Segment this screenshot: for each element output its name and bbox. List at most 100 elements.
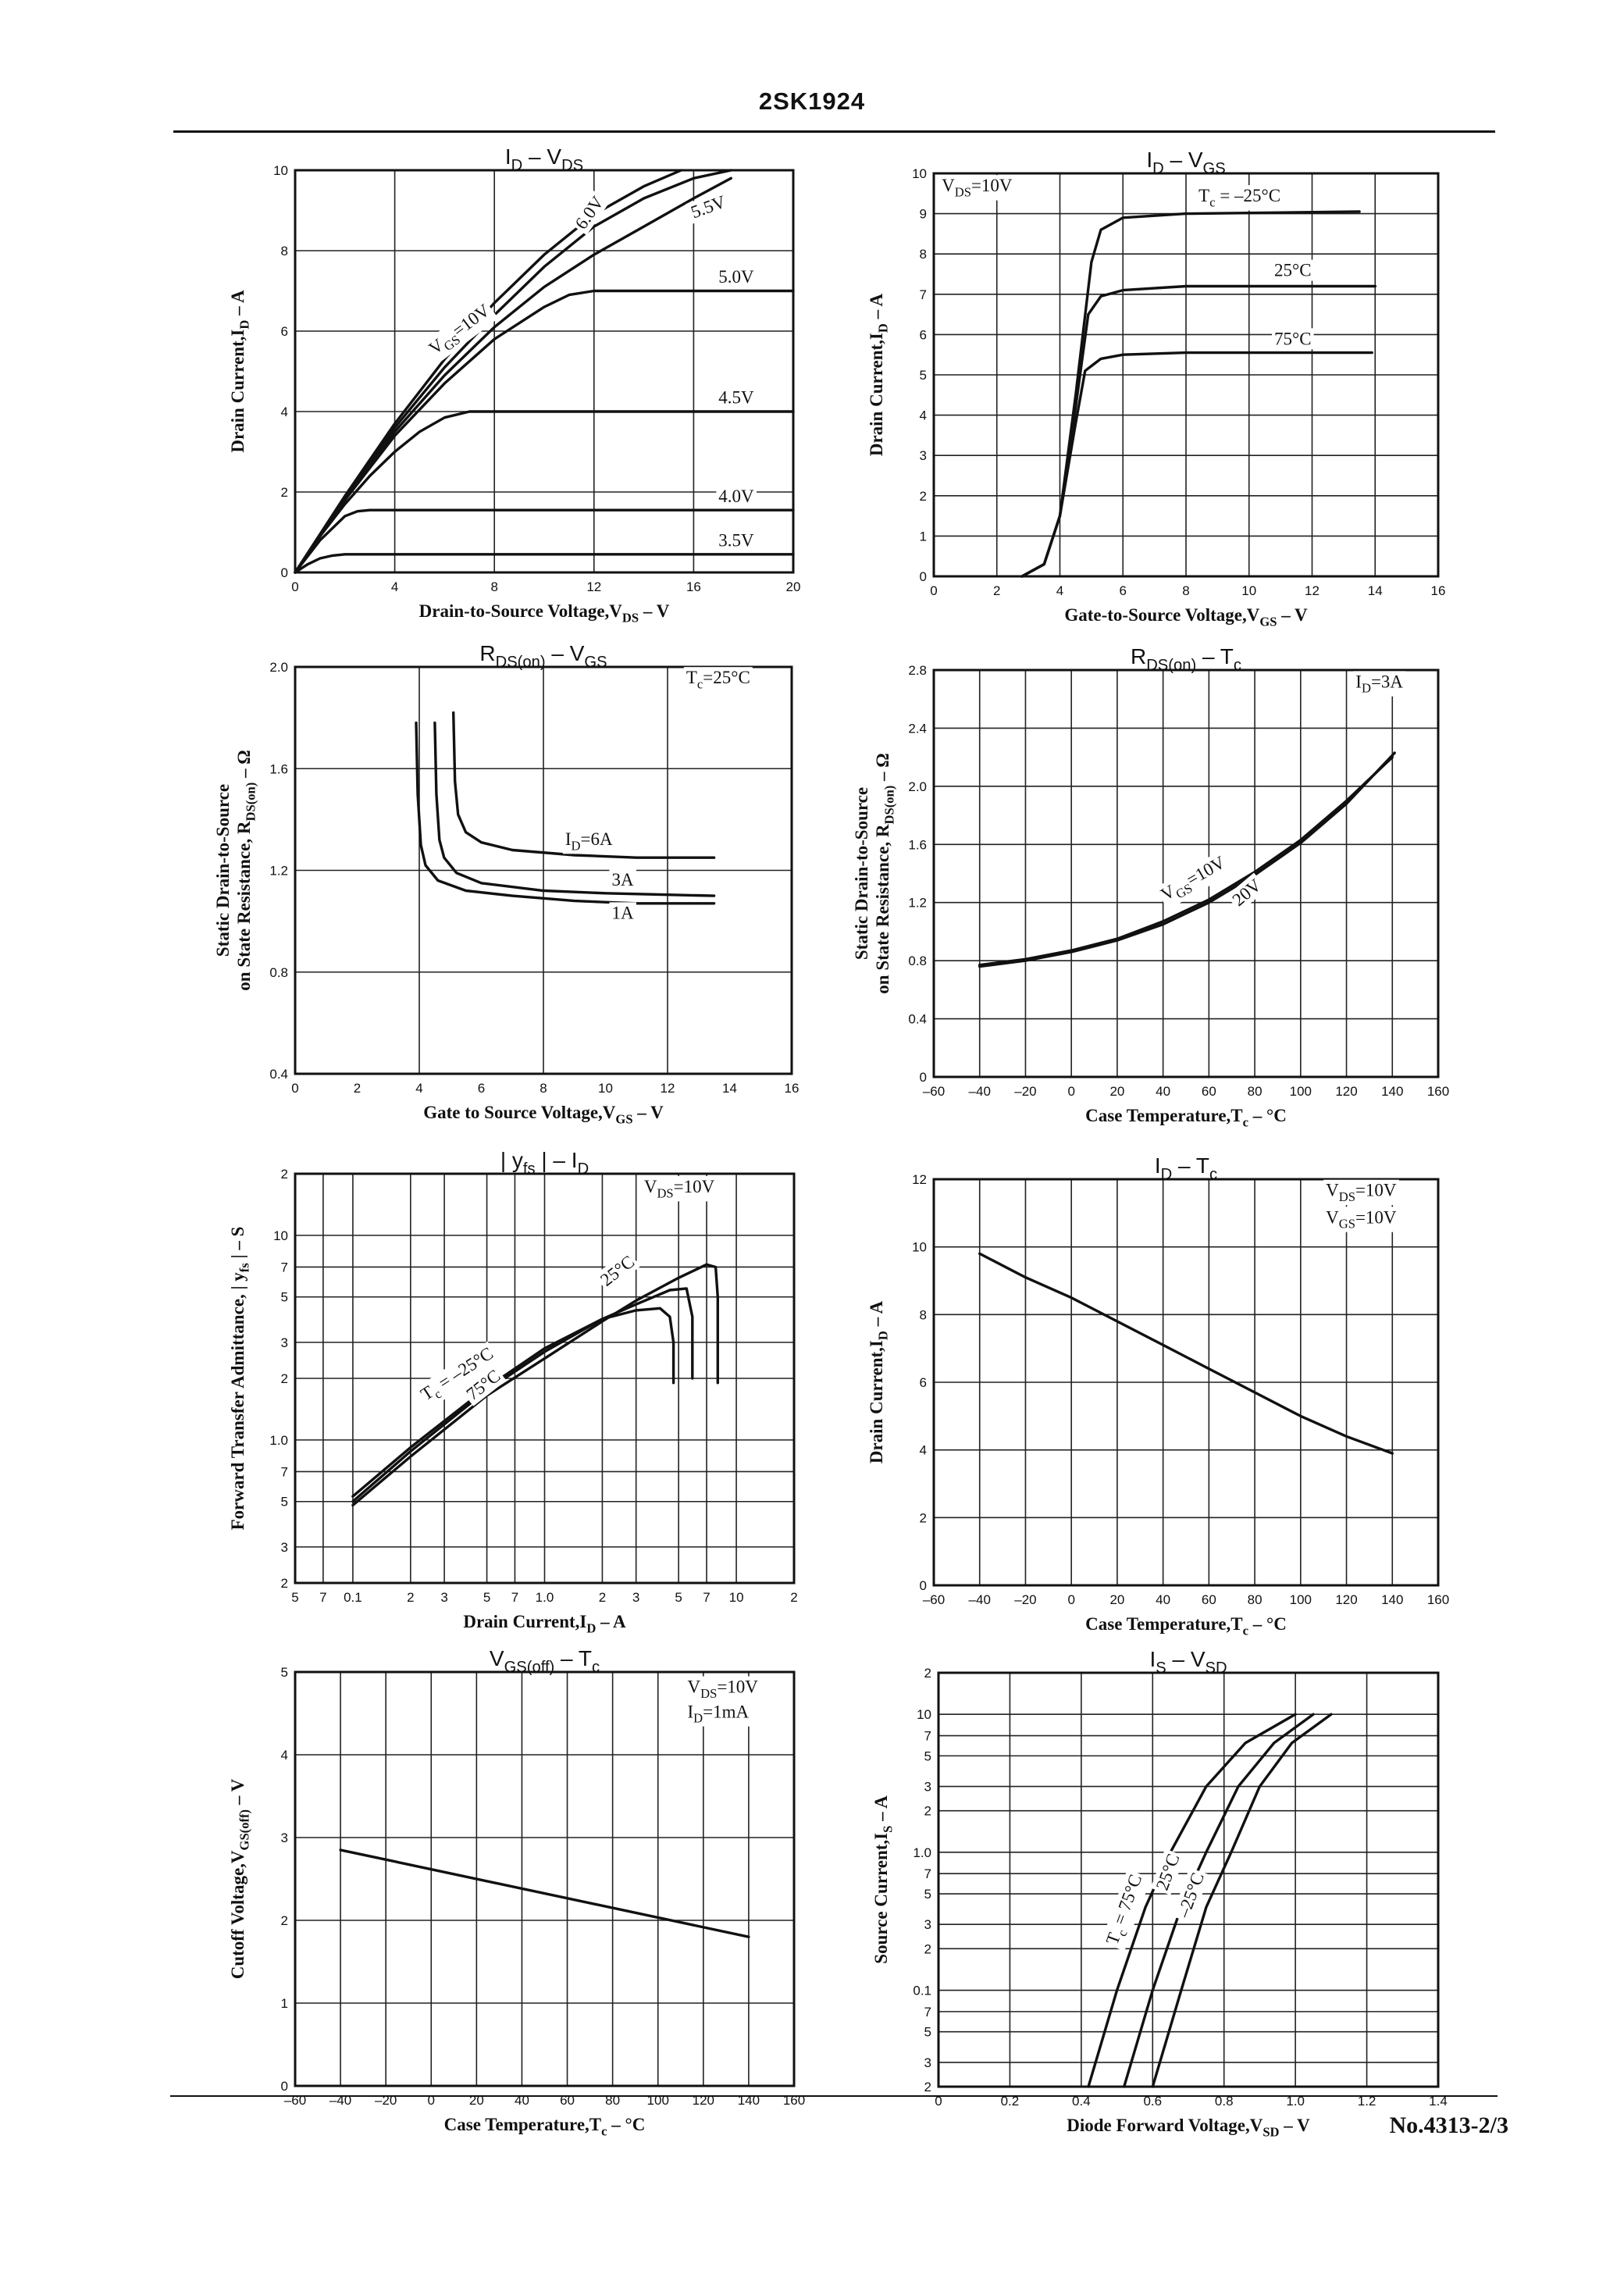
y-tick-label: 4: [281, 1748, 288, 1763]
y-tick-label: 0: [920, 569, 927, 584]
annotation-backdrop: [1272, 328, 1314, 350]
grid: [294, 169, 794, 573]
series-line: [294, 169, 683, 574]
x-tick-label: 3: [440, 1590, 447, 1605]
x-tick-label: 0.6: [1143, 2094, 1162, 2109]
y-tick-label: 1.0: [269, 1433, 288, 1448]
x-axis-label: Gate to Source Voltage,VGS – V: [423, 1103, 664, 1126]
y-axis-label: Cutoff Voltage,VGS(off) – V: [228, 1778, 251, 1979]
y-tick-label: 8: [281, 244, 288, 258]
y-tick-label: 8: [920, 1307, 927, 1322]
x-tick-label: 8: [1182, 583, 1189, 598]
x-tick-label: 12: [661, 1081, 675, 1096]
y-tick-label: 2.8: [908, 663, 927, 678]
y-tick-label: 1.2: [269, 864, 288, 879]
annotation-backdrop: [939, 175, 1015, 201]
series-line: [351, 1263, 719, 1507]
y-tick-label: 3: [281, 1831, 288, 1845]
x-tick-label: 16: [1431, 583, 1446, 598]
y-axis-label: on State Resistance, RDS(on) – Ω: [873, 753, 896, 993]
chart-annotation: 75°C: [1274, 329, 1312, 348]
x-tick-label: 140: [1381, 1592, 1403, 1607]
series-line: [294, 176, 732, 574]
x-axis-label: Diode Forward Voltage,VSD – V: [1067, 2116, 1310, 2139]
y-tick-label: 0: [281, 565, 288, 580]
chart-vgsoff-tc: –60 –40 –20 0 20 40 60 80 100 120 140 160012345VGS(…: [228, 1646, 805, 2138]
chart-annotation: 4.5V: [718, 388, 754, 408]
x-tick-label: 100: [1290, 1592, 1312, 1607]
x-tick-label: 100: [1290, 1084, 1312, 1099]
y-tick-label: 5: [281, 1665, 288, 1680]
chart-title: IS – VSD: [1149, 1647, 1227, 1677]
series-line: [1151, 1713, 1333, 2088]
x-tick-label: 0.2: [1001, 2094, 1020, 2109]
y-tick-label: 1.6: [269, 761, 288, 776]
annotation-backdrop: [716, 266, 757, 288]
y-tick-label: 3: [924, 1780, 931, 1795]
series-line: [978, 755, 1394, 967]
document-title: 2SK1924: [758, 87, 866, 115]
x-tick-label: 16: [686, 579, 701, 594]
x-tick-label: 20: [1109, 1592, 1124, 1607]
x-axis-label: Case Temperature,Tc – °C: [444, 2115, 646, 2138]
x-tick-label: 0.1: [344, 1590, 362, 1605]
annotation-backdrop: [685, 1701, 752, 1727]
annotation-backdrop: [569, 190, 610, 236]
x-axis-label: Drain-to-Source Voltage,VDS – V: [419, 601, 670, 625]
y-tick-label: 2: [924, 1804, 931, 1819]
x-tick-label: 6: [1120, 583, 1127, 598]
y-tick-label: 2: [281, 485, 288, 500]
x-axis-label: Drain Current,ID – A: [463, 1612, 626, 1635]
x-tick-label: 4: [1056, 583, 1063, 598]
annotation-backdrop: [1171, 1867, 1209, 1923]
x-tick-label: 80: [1248, 1592, 1263, 1607]
y-tick-label: 5: [281, 1495, 288, 1510]
x-tick-label: 5: [291, 1590, 298, 1605]
annotation-backdrop: [1150, 1848, 1185, 1895]
y-tick-label: 0.4: [908, 1012, 927, 1027]
annotation-backdrop: [609, 869, 636, 891]
chart-annotation: VDS=10V: [687, 1677, 758, 1701]
y-tick-label: 7: [281, 1464, 288, 1479]
x-tick-label: 40: [1156, 1084, 1170, 1099]
annotation-backdrop: [716, 529, 757, 551]
annotation-backdrop: [594, 1250, 641, 1292]
x-tick-label: 4: [415, 1081, 422, 1096]
chart-title: ID – Tc: [1155, 1153, 1217, 1183]
annotation-backdrop: [716, 387, 757, 408]
x-tick-label: 2: [407, 1590, 414, 1605]
y-tick-label: 12: [912, 1172, 927, 1187]
annotation-backdrop: [685, 1676, 761, 1702]
x-tick-label: 0: [1067, 1592, 1074, 1607]
chart-rdson-vgs: 0 2 4 6 8 10 12 14 16 0.4 0.8 1.2 1.6 2.0 RDS(on) – VG…: [213, 641, 799, 1126]
y-tick-label: 0: [920, 1578, 927, 1593]
x-tick-label: 0: [930, 583, 937, 598]
x-tick-label: 16: [785, 1081, 800, 1096]
x-axis-label: Case Temperature,Tc – °C: [1085, 1106, 1287, 1129]
x-tick-label: –60: [923, 1592, 945, 1607]
y-tick-label: 0.4: [269, 1067, 288, 1082]
chart-annotation: 5.0V: [718, 267, 754, 287]
chart-is-vsd: 0 0.2 0.4 0.6 0.8 1.0 1.2 1.4 2 3 5 7 0.1 2 3 5 7 1.0 2 3 5 7…: [871, 1647, 1448, 2139]
y-tick-label: 1.2: [908, 896, 927, 911]
chart-yfs-id: 5 7 0.1 2 3 5 7 1.0 2 3 5 7 10 2 2 3 5 7 1.0 2 3 5 7 10 2 | yfs |…: [228, 1148, 798, 1635]
chart-annotation: ID=3A: [1355, 672, 1403, 695]
y-tick-label: 3: [920, 448, 927, 463]
chart-title: VGS(off) – Tc: [490, 1646, 600, 1676]
top-rule: [173, 130, 1495, 133]
x-tick-label: 1.0: [536, 1590, 554, 1605]
plot-frame: [932, 668, 1440, 1078]
annotation-backdrop: [415, 1341, 502, 1410]
x-tick-label: 3: [632, 1590, 639, 1605]
x-tick-label: 0.8: [1215, 2094, 1234, 2109]
chart-annotation: Tc=25°C: [686, 668, 750, 691]
plot-frame: [294, 169, 795, 574]
x-tick-label: 7: [703, 1590, 710, 1605]
y-tick-label: 5: [920, 368, 927, 383]
annotation-backdrop: [1196, 185, 1284, 211]
x-tick-label: 20: [1109, 1084, 1124, 1099]
series-line: [978, 751, 1396, 968]
x-tick-label: 20: [786, 579, 801, 594]
x-tick-label: 0: [428, 2093, 435, 2108]
y-tick-label: 2: [924, 1941, 931, 1956]
